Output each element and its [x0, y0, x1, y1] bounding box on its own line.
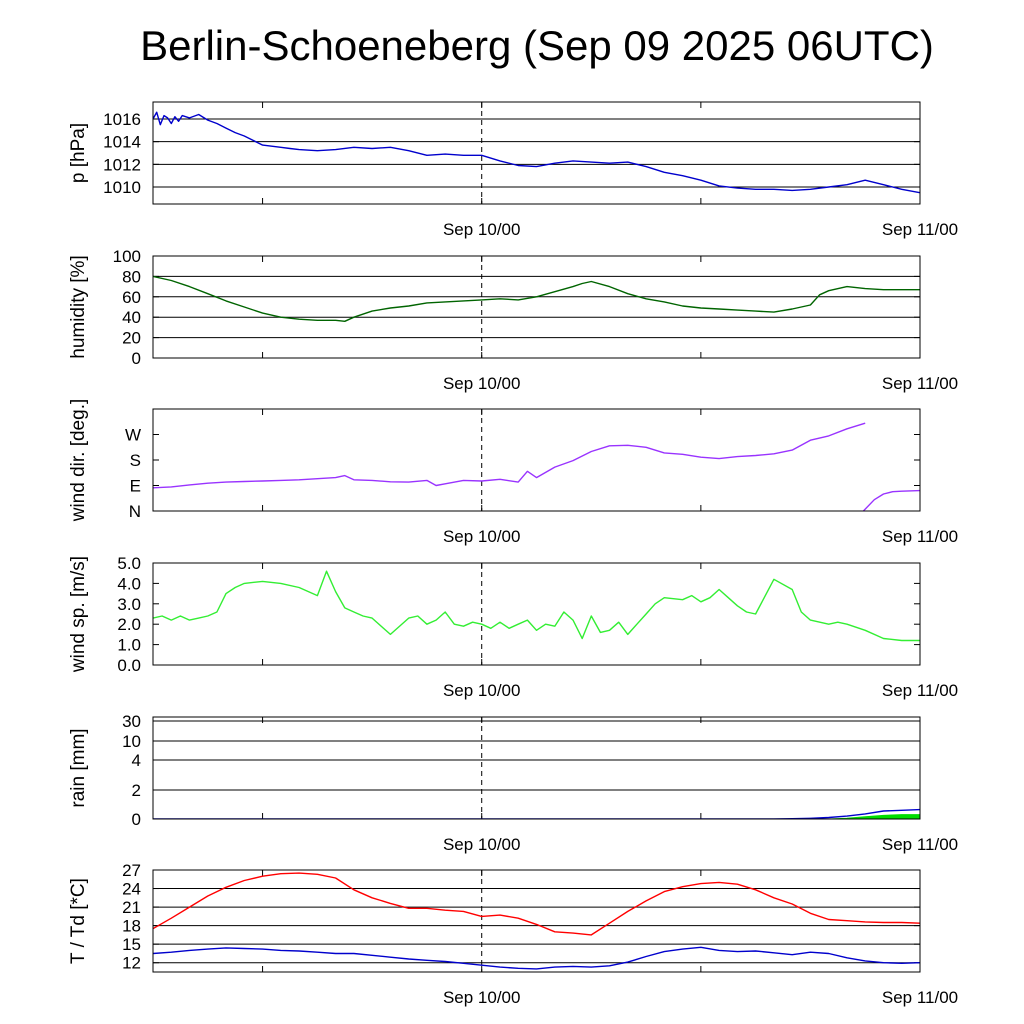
- y-tick-label: 80: [122, 267, 141, 286]
- y-tick-label: 100: [113, 247, 141, 266]
- y-tick-label: 2: [132, 781, 141, 800]
- y-axis-label: T / Td [*C]: [68, 878, 89, 964]
- panel-0: 1010 1012 1014 1016 Sep 10/00 Sep 11/00 p [hPa…: [68, 101, 958, 239]
- y-tick-label: 1012: [103, 155, 141, 174]
- series-line-humidity: [153, 275, 920, 322]
- y-axis-label: wind dir. [deg.]: [68, 399, 89, 523]
- panel-3: 0.01.0 2.03.0 4.05.0 Sep 10/00 Sep 11/00 wind…: [68, 554, 958, 700]
- x-tick-label: Sep 11/00: [882, 220, 958, 239]
- y-tick-label: 12: [122, 954, 141, 973]
- y-tick-label: 18: [122, 917, 141, 936]
- y-tick-label: 1010: [103, 178, 141, 197]
- x-tick-label: Sep 10/00: [443, 220, 521, 239]
- x-tick-label: Sep 11/00: [882, 988, 958, 1007]
- x-tick-label: Sep 11/00: [882, 527, 958, 546]
- plot-frame: [152, 716, 921, 820]
- y-tick-label: 2.0: [117, 615, 141, 634]
- y-tick-label: 5.0: [117, 554, 141, 573]
- y-tick-label: 24: [122, 880, 141, 899]
- y-tick-label: 27: [122, 861, 141, 880]
- plot-frame: [152, 255, 921, 359]
- y-tick-label: 20: [122, 329, 141, 348]
- y-axis-label: humidity [%]: [68, 255, 89, 358]
- x-tick-label: Sep 10/00: [443, 681, 521, 700]
- y-tick-label: 3.0: [117, 595, 141, 614]
- x-tick-label: Sep 11/00: [882, 835, 958, 854]
- plot-frame: [152, 101, 921, 205]
- series-line-wind_speed: [153, 570, 920, 642]
- x-tick-label: Sep 10/00: [443, 374, 521, 393]
- y-tick-label: 60: [122, 288, 141, 307]
- series-line-wind_dir: [862, 489, 920, 511]
- plot-frame: [152, 562, 921, 666]
- chart-title: Berlin-Schoeneberg (Sep 09 2025 06UTC): [140, 22, 934, 69]
- y-tick-label: 10: [122, 732, 141, 751]
- y-tick-label: 15: [122, 935, 141, 954]
- y-tick-label: 30: [122, 712, 141, 731]
- series-line-dewpoint: [153, 946, 920, 970]
- y-tick-label: 4: [132, 751, 141, 770]
- y-tick-label: 0: [132, 810, 141, 829]
- y-tick-label: 1.0: [117, 636, 141, 655]
- y-tick-label: S: [130, 451, 141, 470]
- y-axis-label: p [hPa]: [68, 123, 89, 183]
- y-axis-label: rain [mm]: [68, 728, 89, 807]
- y-axis-label: wind sp. [m/s]: [68, 556, 89, 673]
- y-tick-label: 4.0: [117, 574, 141, 593]
- y-tick-label: 0: [132, 349, 141, 368]
- series-line-pressure: [153, 111, 920, 194]
- y-tick-label: 1014: [103, 133, 141, 152]
- x-tick-label: Sep 11/00: [882, 681, 958, 700]
- y-tick-label: 0.0: [117, 656, 141, 675]
- series-line-rain_blue: [153, 808, 920, 819]
- y-tick-label: E: [130, 477, 141, 496]
- series-line-wind_dir: [153, 422, 866, 489]
- y-tick-label: 1016: [103, 110, 141, 129]
- x-tick-label: Sep 10/00: [443, 835, 521, 854]
- y-tick-label: W: [125, 426, 141, 445]
- y-tick-label: 40: [122, 308, 141, 327]
- plot-frame: [152, 869, 921, 973]
- y-tick-label: 21: [122, 898, 141, 917]
- x-tick-label: Sep 10/00: [443, 527, 521, 546]
- plot-frame: [152, 408, 921, 512]
- x-tick-label: Sep 11/00: [882, 374, 958, 393]
- x-tick-label: Sep 10/00: [443, 988, 521, 1007]
- series-line-temperature: [153, 872, 920, 936]
- y-tick-label: N: [129, 502, 141, 521]
